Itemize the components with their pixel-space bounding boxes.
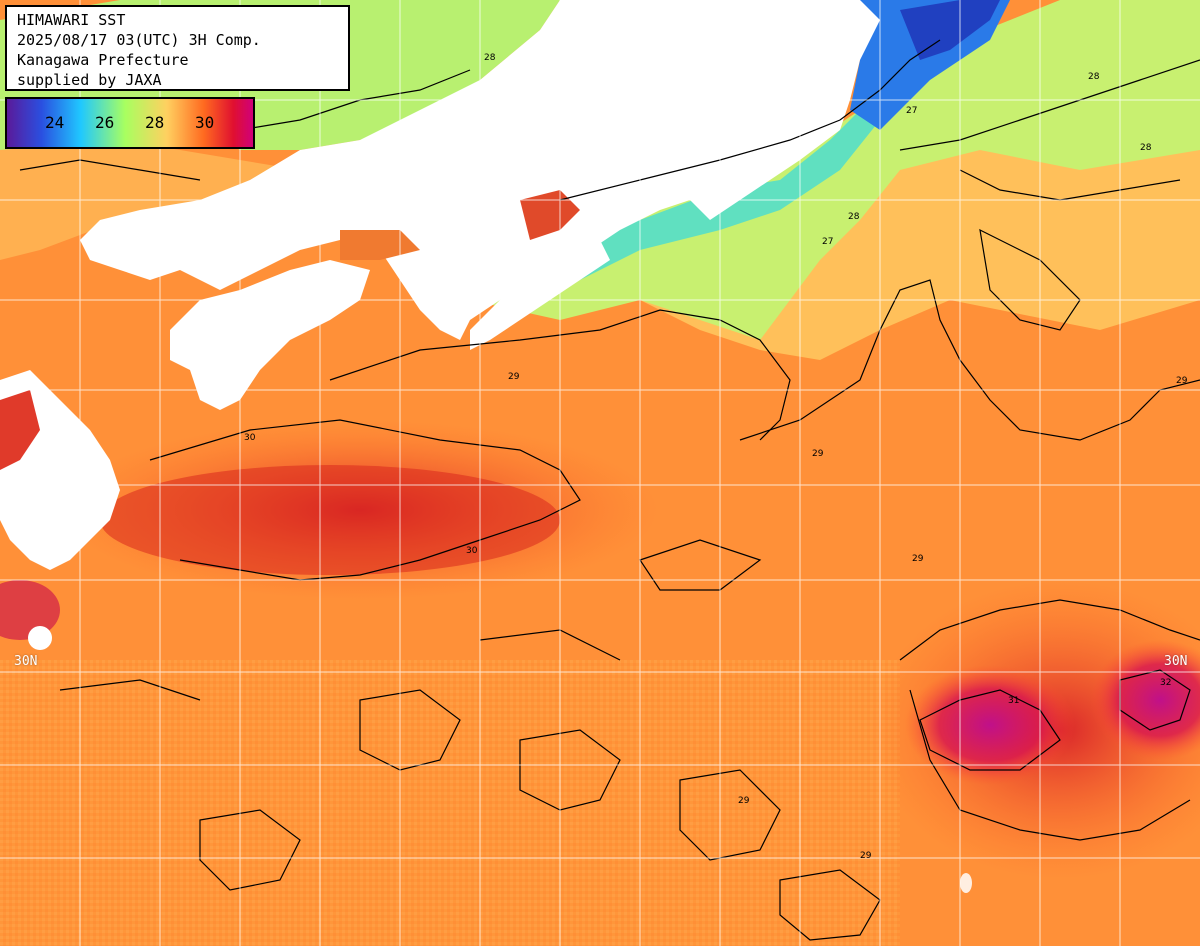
hottest-zone-east-1 xyxy=(905,665,1075,785)
color-legend: 24 26 28 30 xyxy=(5,97,255,149)
contour-label: 28 xyxy=(1088,72,1100,82)
contour-lines xyxy=(19,39,1200,941)
hot-zone-southwest xyxy=(0,580,60,640)
contour-line xyxy=(679,769,781,861)
legend-label: 28 xyxy=(145,113,165,132)
land-island-small xyxy=(28,626,52,650)
coastal-warm-accent xyxy=(0,390,40,470)
contour-label: 29 xyxy=(860,851,872,861)
timestamp-line: 2025/08/17 03(UTC) 3H Comp. xyxy=(17,31,261,49)
contour-label: 29 xyxy=(912,554,924,564)
hot-zone-west-core xyxy=(100,465,560,575)
region-line: Kanagawa Prefecture xyxy=(17,51,189,69)
contour-label: 29 xyxy=(1176,376,1188,386)
contour-value-labels: 28 27 28 28 27 28 29 29 30 30 31 32 29 2… xyxy=(244,53,1188,861)
contour-label: 30 xyxy=(244,433,256,443)
info-box: HIMAWARI SST 2025/08/17 03(UTC) 3H Comp.… xyxy=(5,5,350,91)
contour-line xyxy=(899,59,1200,151)
contour-label: 30 xyxy=(466,546,478,556)
contour-label: 27 xyxy=(906,106,917,116)
contour-line xyxy=(359,689,461,771)
sea-texture-south xyxy=(0,660,900,946)
contour-label: 29 xyxy=(508,372,520,382)
contour-line xyxy=(519,729,621,811)
contour-line xyxy=(899,599,1200,661)
contour-line xyxy=(59,679,201,701)
credit-line: supplied by JAXA xyxy=(17,71,162,89)
contour-line xyxy=(199,809,301,891)
contour-line xyxy=(909,689,1191,841)
hottest-zone-east-2 xyxy=(1090,640,1200,760)
contour-label: 29 xyxy=(812,449,824,459)
contour-line xyxy=(559,39,941,201)
land-island-east xyxy=(960,873,972,893)
contour-label: 28 xyxy=(1140,143,1152,153)
contour-line xyxy=(329,309,791,441)
contour-label: 28 xyxy=(848,212,860,222)
contour-label: 32 xyxy=(1160,678,1171,688)
legend-color-bar xyxy=(7,99,253,147)
latitude-label-right: 30N xyxy=(1164,654,1188,669)
latitude-label-left: 30N xyxy=(14,654,38,669)
contour-label: 27 xyxy=(822,237,833,247)
coastal-warm-accent xyxy=(520,190,580,240)
contour-label: 29 xyxy=(738,796,750,806)
contour-label: 28 xyxy=(484,53,496,63)
contour-line xyxy=(19,159,201,181)
contour-line xyxy=(639,539,762,591)
contour-label: 31 xyxy=(1008,696,1019,706)
land-kii-tip xyxy=(470,240,610,350)
contour-line xyxy=(739,279,1200,441)
coldest-water xyxy=(900,0,1000,60)
legend-label: 24 xyxy=(45,113,65,132)
legend-label: 26 xyxy=(95,113,115,132)
legend-label: 30 xyxy=(195,113,215,132)
contour-line xyxy=(779,869,881,941)
contour-line xyxy=(919,689,1061,771)
title-line: HIMAWARI SST xyxy=(17,11,126,29)
